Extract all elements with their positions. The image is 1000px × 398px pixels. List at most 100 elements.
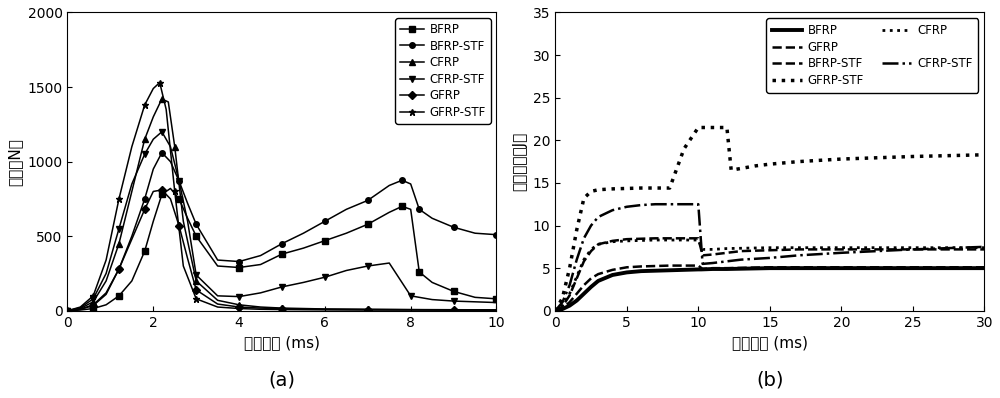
CFRP-STF [113, 226, 125, 231]
BFRP [490, 297, 502, 301]
CFRP-STF [100, 271, 112, 276]
GFRP-STF [147, 86, 159, 91]
GFRP [233, 304, 245, 309]
CFRP-STF [87, 297, 99, 301]
GFRP [139, 207, 151, 212]
CFRP-STF [635, 203, 647, 207]
CFRP [835, 245, 847, 250]
GFRP [147, 189, 159, 194]
BFRP-STF [664, 263, 676, 268]
BFRP [835, 266, 847, 271]
BFRP-STF [490, 232, 502, 237]
CFRP [578, 257, 590, 262]
GFRP [907, 247, 919, 252]
BFRP [695, 267, 707, 272]
CFRP-STF [297, 280, 309, 285]
GFRP [362, 307, 374, 312]
Y-axis label: 能量吸收（J）: 能量吸收（J） [512, 132, 527, 191]
Line: BFRP: BFRP [65, 186, 499, 314]
GFRP [549, 308, 561, 313]
Line: GFRP: GFRP [65, 187, 499, 314]
BFRP [396, 204, 408, 209]
BFRP [405, 207, 417, 212]
BFRP [556, 307, 568, 312]
CFRP [87, 299, 99, 304]
GFRP-STF [319, 308, 331, 312]
CFRP [978, 245, 990, 250]
GFRP-STF [635, 185, 647, 190]
Line: CFRP: CFRP [65, 96, 499, 314]
CFRP-STF [426, 297, 438, 302]
CFRP [635, 238, 647, 243]
GFRP [592, 242, 604, 247]
CFRP-STF [621, 205, 633, 209]
Line: GFRP-STF: GFRP-STF [64, 79, 500, 314]
BFRP-STF [233, 259, 245, 264]
GFRP-STF [664, 185, 676, 190]
BFRP-STF [649, 263, 661, 268]
CFRP [113, 241, 125, 246]
BFRP-STF [697, 267, 709, 271]
CFRP-STF [835, 250, 847, 255]
GFRP [255, 306, 267, 310]
CFRP [571, 274, 583, 279]
GFRP [585, 249, 597, 254]
GFRP [835, 247, 847, 252]
GFRP-STF [405, 308, 417, 312]
Line: GFRP: GFRP [555, 238, 984, 311]
BFRP-STF [578, 283, 590, 288]
BFRP [255, 262, 267, 267]
CFRP-STF [405, 293, 417, 298]
CFRP-STF [678, 202, 690, 207]
Line: BFRP: BFRP [555, 268, 984, 311]
CFRP [764, 245, 776, 250]
GFRP-STF [578, 196, 590, 201]
BFRP-STF [113, 267, 125, 271]
Text: (a): (a) [268, 371, 295, 389]
BFRP [190, 234, 202, 238]
CFRP-STF [164, 144, 176, 149]
GFRP-STF [585, 189, 597, 194]
GFRP-STF [549, 308, 561, 313]
GFRP [164, 197, 176, 201]
GFRP-STF [556, 296, 568, 300]
BFRP-STF [426, 216, 438, 220]
GFRP-STF [692, 125, 704, 130]
CFRP-STF [276, 285, 288, 289]
GFRP-STF [678, 146, 690, 151]
BFRP [571, 298, 583, 303]
CFRP-STF [126, 181, 138, 186]
CFRP [448, 307, 460, 312]
GFRP [649, 236, 661, 241]
BFRP-STF [87, 302, 99, 307]
GFRP-STF [233, 306, 245, 311]
GFRP [764, 248, 776, 253]
CFRP [212, 298, 224, 303]
GFRP [448, 308, 460, 312]
CFRP-STF [697, 261, 709, 266]
BFRP [126, 279, 138, 283]
GFRP [190, 287, 202, 292]
BFRP [664, 268, 676, 273]
GFRP-STF [362, 308, 374, 312]
CFRP-STF [764, 256, 776, 260]
CFRP-STF [564, 283, 576, 288]
CFRP-STF [147, 137, 159, 142]
GFRP-STF [571, 227, 583, 232]
BFRP-STF [276, 241, 288, 246]
BFRP-STF [592, 272, 604, 277]
CFRP [564, 291, 576, 296]
BFRP [978, 266, 990, 271]
GFRP [182, 256, 194, 261]
GFRP [564, 293, 576, 298]
GFRP-STF [707, 125, 719, 130]
GFRP [578, 259, 590, 264]
BFRP [621, 270, 633, 275]
BFRP-STF [297, 231, 309, 236]
BFRP-STF [448, 225, 460, 230]
CFRP [556, 303, 568, 308]
BFRP [233, 265, 245, 270]
BFRP-STF [707, 266, 719, 271]
CFRP [707, 247, 719, 252]
GFRP [100, 292, 112, 297]
